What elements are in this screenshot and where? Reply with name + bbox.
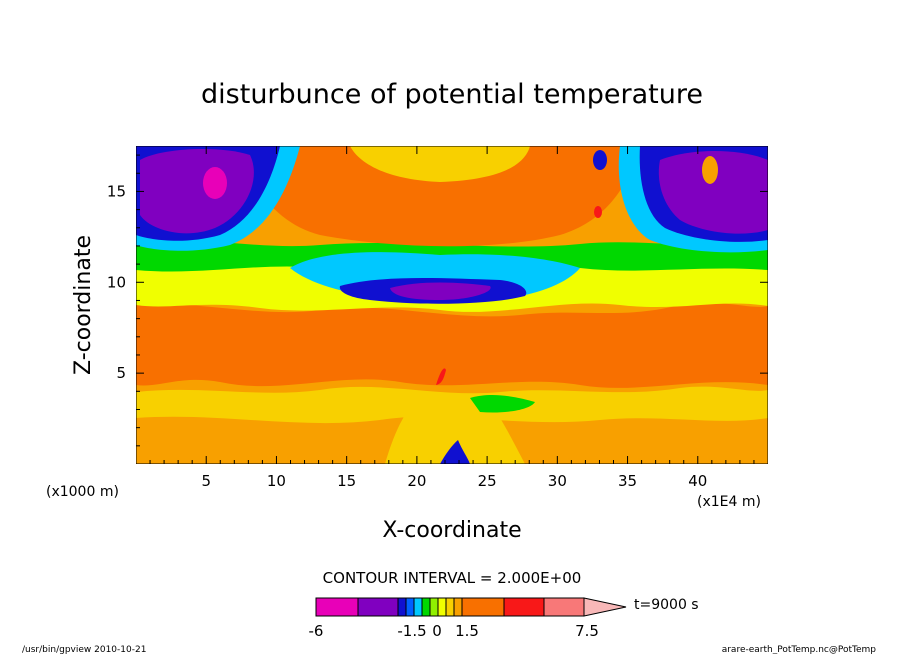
y-axis: 5 10 15 — [107, 154, 768, 447]
colorbar-segment — [437, 597, 447, 617]
footer-right: arare-earth_PotTemp.nc@PotTemp — [722, 645, 877, 654]
colorbar-segment — [413, 597, 423, 617]
x-tick-label: 25 — [478, 472, 497, 490]
x-unit-left: (x1000 m) — [46, 484, 119, 500]
band-middle-orange — [136, 302, 768, 388]
colorbar-label: -1.5 — [397, 622, 426, 640]
x-axis-label: X-coordinate — [382, 518, 521, 543]
y-tick-label: 5 — [116, 364, 126, 382]
colorbar-segment — [357, 597, 399, 617]
colorbar-segment — [461, 597, 505, 617]
plot-area — [136, 146, 768, 464]
y-tick-label: 15 — [107, 182, 126, 200]
colorbar-segment — [503, 597, 545, 617]
x-tick-label: 35 — [618, 472, 637, 490]
colorbar-segment — [543, 597, 585, 617]
footer-left: /usr/bin/gpview 2010-10-21 — [22, 645, 146, 654]
x-tick-label: 15 — [337, 472, 356, 490]
colorbar-segment — [445, 597, 455, 617]
x-axis: 5 10 15 20 25 30 35 40 — [149, 146, 755, 490]
band-disturbance-red — [436, 368, 446, 385]
colorbar-segment — [397, 597, 407, 617]
x-tick-label: 30 — [548, 472, 567, 490]
colorbar-segment — [405, 597, 415, 617]
band-disturbance-base — [385, 398, 525, 464]
band-purple-center — [390, 282, 491, 300]
colorbar-segment — [429, 597, 439, 617]
x-tick-label: 20 — [407, 472, 426, 490]
y-axis-label: Z-coordinate — [71, 235, 96, 375]
colorbar-label: 0 — [432, 622, 442, 640]
colorbar-segment — [421, 597, 431, 617]
colorbar-label: 1.5 — [455, 622, 479, 640]
colorbar-label: 7.5 — [575, 622, 599, 640]
colorbar-segment — [453, 597, 463, 617]
band-left-magenta — [203, 167, 227, 199]
band-upper-orange — [240, 146, 640, 247]
colorbar-label: -6 — [309, 622, 324, 640]
x-unit-right: (x1E4 m) — [697, 494, 761, 510]
colorbar: -6 -1.5 0 1.5 7.5 — [309, 597, 627, 640]
colorbar-segment — [315, 597, 359, 617]
x-tick-label: 40 — [688, 472, 707, 490]
band-upper-yellow-center — [350, 146, 530, 182]
band-left-purple — [140, 148, 254, 234]
chart-title: disturbunce of potential temperature — [201, 79, 703, 110]
band-disturbance-dark — [440, 440, 470, 464]
colorbar-arrow — [583, 597, 627, 617]
band-disturbance-green — [470, 395, 535, 413]
x-tick-label: 10 — [267, 472, 286, 490]
y-tick-label: 10 — [107, 273, 126, 291]
band-right-orange-cell — [702, 156, 718, 184]
time-label: t=9000 s — [634, 597, 699, 613]
x-tick-label: 5 — [201, 472, 211, 490]
contour-interval: CONTOUR INTERVAL = 2.000E+00 — [323, 569, 582, 587]
band-right-purple — [658, 151, 768, 234]
band-blue-cell — [593, 150, 607, 170]
band-red-cell — [594, 206, 602, 218]
